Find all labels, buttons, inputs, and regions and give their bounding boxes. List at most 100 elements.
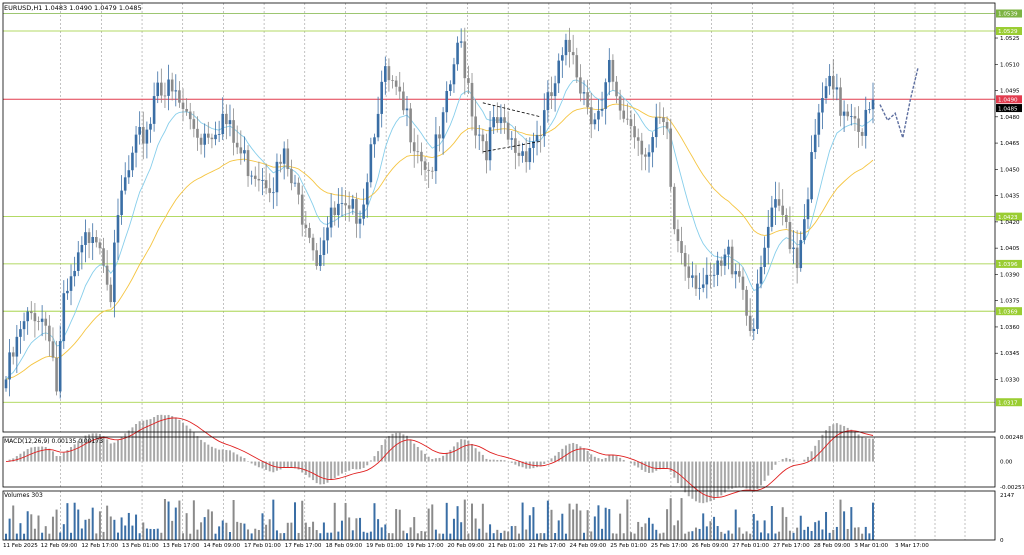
candle-body	[434, 134, 438, 172]
candle-body	[561, 55, 564, 61]
candle-body	[145, 129, 149, 144]
candle-body	[232, 120, 235, 143]
candle-body	[662, 117, 665, 123]
candle-body	[174, 90, 178, 92]
candle-body	[286, 148, 290, 170]
candle-body	[62, 293, 66, 342]
candle-body	[423, 161, 427, 170]
candle-body	[611, 59, 615, 82]
level-tag-label: 1.0317	[998, 400, 1018, 406]
time-label: 27 Feb 01:00	[732, 543, 769, 549]
candle-body	[311, 237, 315, 251]
candle-body	[694, 275, 698, 289]
candle-body	[221, 113, 225, 135]
candle-body	[857, 118, 860, 132]
candle-body	[181, 102, 185, 109]
candle-body	[629, 119, 633, 127]
candle-body	[449, 84, 452, 92]
price-tick-label: 1.0360	[1000, 325, 1020, 331]
level-tag	[996, 259, 1022, 268]
candle-body	[69, 276, 73, 291]
candle-body	[98, 242, 102, 249]
candle-body	[87, 232, 91, 243]
candle-body	[496, 117, 499, 124]
candle-body	[467, 78, 470, 83]
candle-body	[131, 152, 134, 171]
level-tag-label: 1.0539	[998, 12, 1018, 18]
candle-body	[170, 79, 174, 92]
time-label: 19 Feb 01:00	[366, 543, 403, 549]
volume-panel	[5, 498, 874, 540]
candle-body	[564, 39, 568, 56]
candle-body	[759, 266, 763, 284]
level-tag-label: 1.0369	[998, 309, 1018, 315]
candle-body	[521, 151, 524, 156]
candle-body	[828, 75, 831, 87]
candle-body	[293, 182, 297, 184]
candle-body	[441, 112, 445, 139]
candle-body	[102, 248, 105, 266]
macd-tick-label: 0.00	[1000, 460, 1013, 466]
candles	[4, 27, 875, 399]
level-tag-label: 1.0529	[998, 29, 1018, 35]
candle-body	[373, 137, 376, 145]
time-label: 20 Feb 09:00	[448, 543, 485, 549]
candle-body	[239, 147, 243, 154]
candle-body	[795, 247, 799, 269]
candle-body	[55, 357, 58, 392]
volume-tick-label: 0	[1000, 538, 1004, 544]
time-label: 28 Feb 09:00	[814, 543, 851, 549]
level-tag	[996, 9, 1022, 18]
candle-body	[340, 203, 344, 204]
time-label: 21 Feb 17:00	[529, 543, 566, 549]
candle-body	[506, 122, 510, 140]
current-price-tag	[996, 104, 1022, 113]
candle-body	[80, 244, 84, 253]
candle-body	[300, 194, 304, 225]
candle-body	[333, 207, 337, 216]
level-tag	[996, 398, 1022, 407]
candle-body	[871, 99, 875, 110]
macd-panel	[5, 414, 874, 504]
candle-body	[29, 311, 33, 314]
candle-body	[207, 133, 210, 138]
candle-body	[730, 246, 734, 275]
candle-body	[557, 60, 561, 84]
time-label: 13 Feb 17:00	[163, 543, 200, 549]
level-tag	[996, 27, 1022, 36]
price-tick-label: 1.0345	[1000, 351, 1020, 357]
volume-tick-label: 2147	[1000, 493, 1015, 499]
candle-body	[799, 240, 803, 269]
candle-body	[524, 151, 528, 163]
candle-body	[477, 134, 481, 136]
candle-body	[253, 175, 257, 179]
candle-body	[868, 109, 871, 111]
candle-body	[344, 203, 347, 206]
time-label: 24 Feb 09:00	[570, 543, 607, 549]
candle-body	[304, 224, 308, 228]
candle-body	[647, 152, 651, 157]
candle-body	[831, 75, 835, 90]
candle-body	[380, 81, 383, 114]
candle-body	[196, 128, 199, 138]
candle-body	[604, 82, 607, 109]
candle-body	[384, 66, 387, 82]
candle-body	[44, 318, 48, 326]
candle-body	[474, 116, 477, 136]
candle-body	[297, 182, 300, 195]
candle-body	[553, 83, 557, 97]
candle-body	[95, 237, 98, 243]
forecast-path	[879, 67, 919, 139]
time-label: 12 Feb 09:00	[41, 543, 78, 549]
candle-body	[499, 117, 503, 124]
candle-body	[607, 59, 611, 83]
candle-body	[716, 260, 719, 275]
candle-body	[141, 126, 145, 144]
candle-body	[91, 237, 94, 243]
candle-body	[279, 161, 282, 164]
candle-body	[163, 95, 167, 97]
candle-body	[810, 152, 813, 200]
candle-body	[492, 117, 495, 128]
